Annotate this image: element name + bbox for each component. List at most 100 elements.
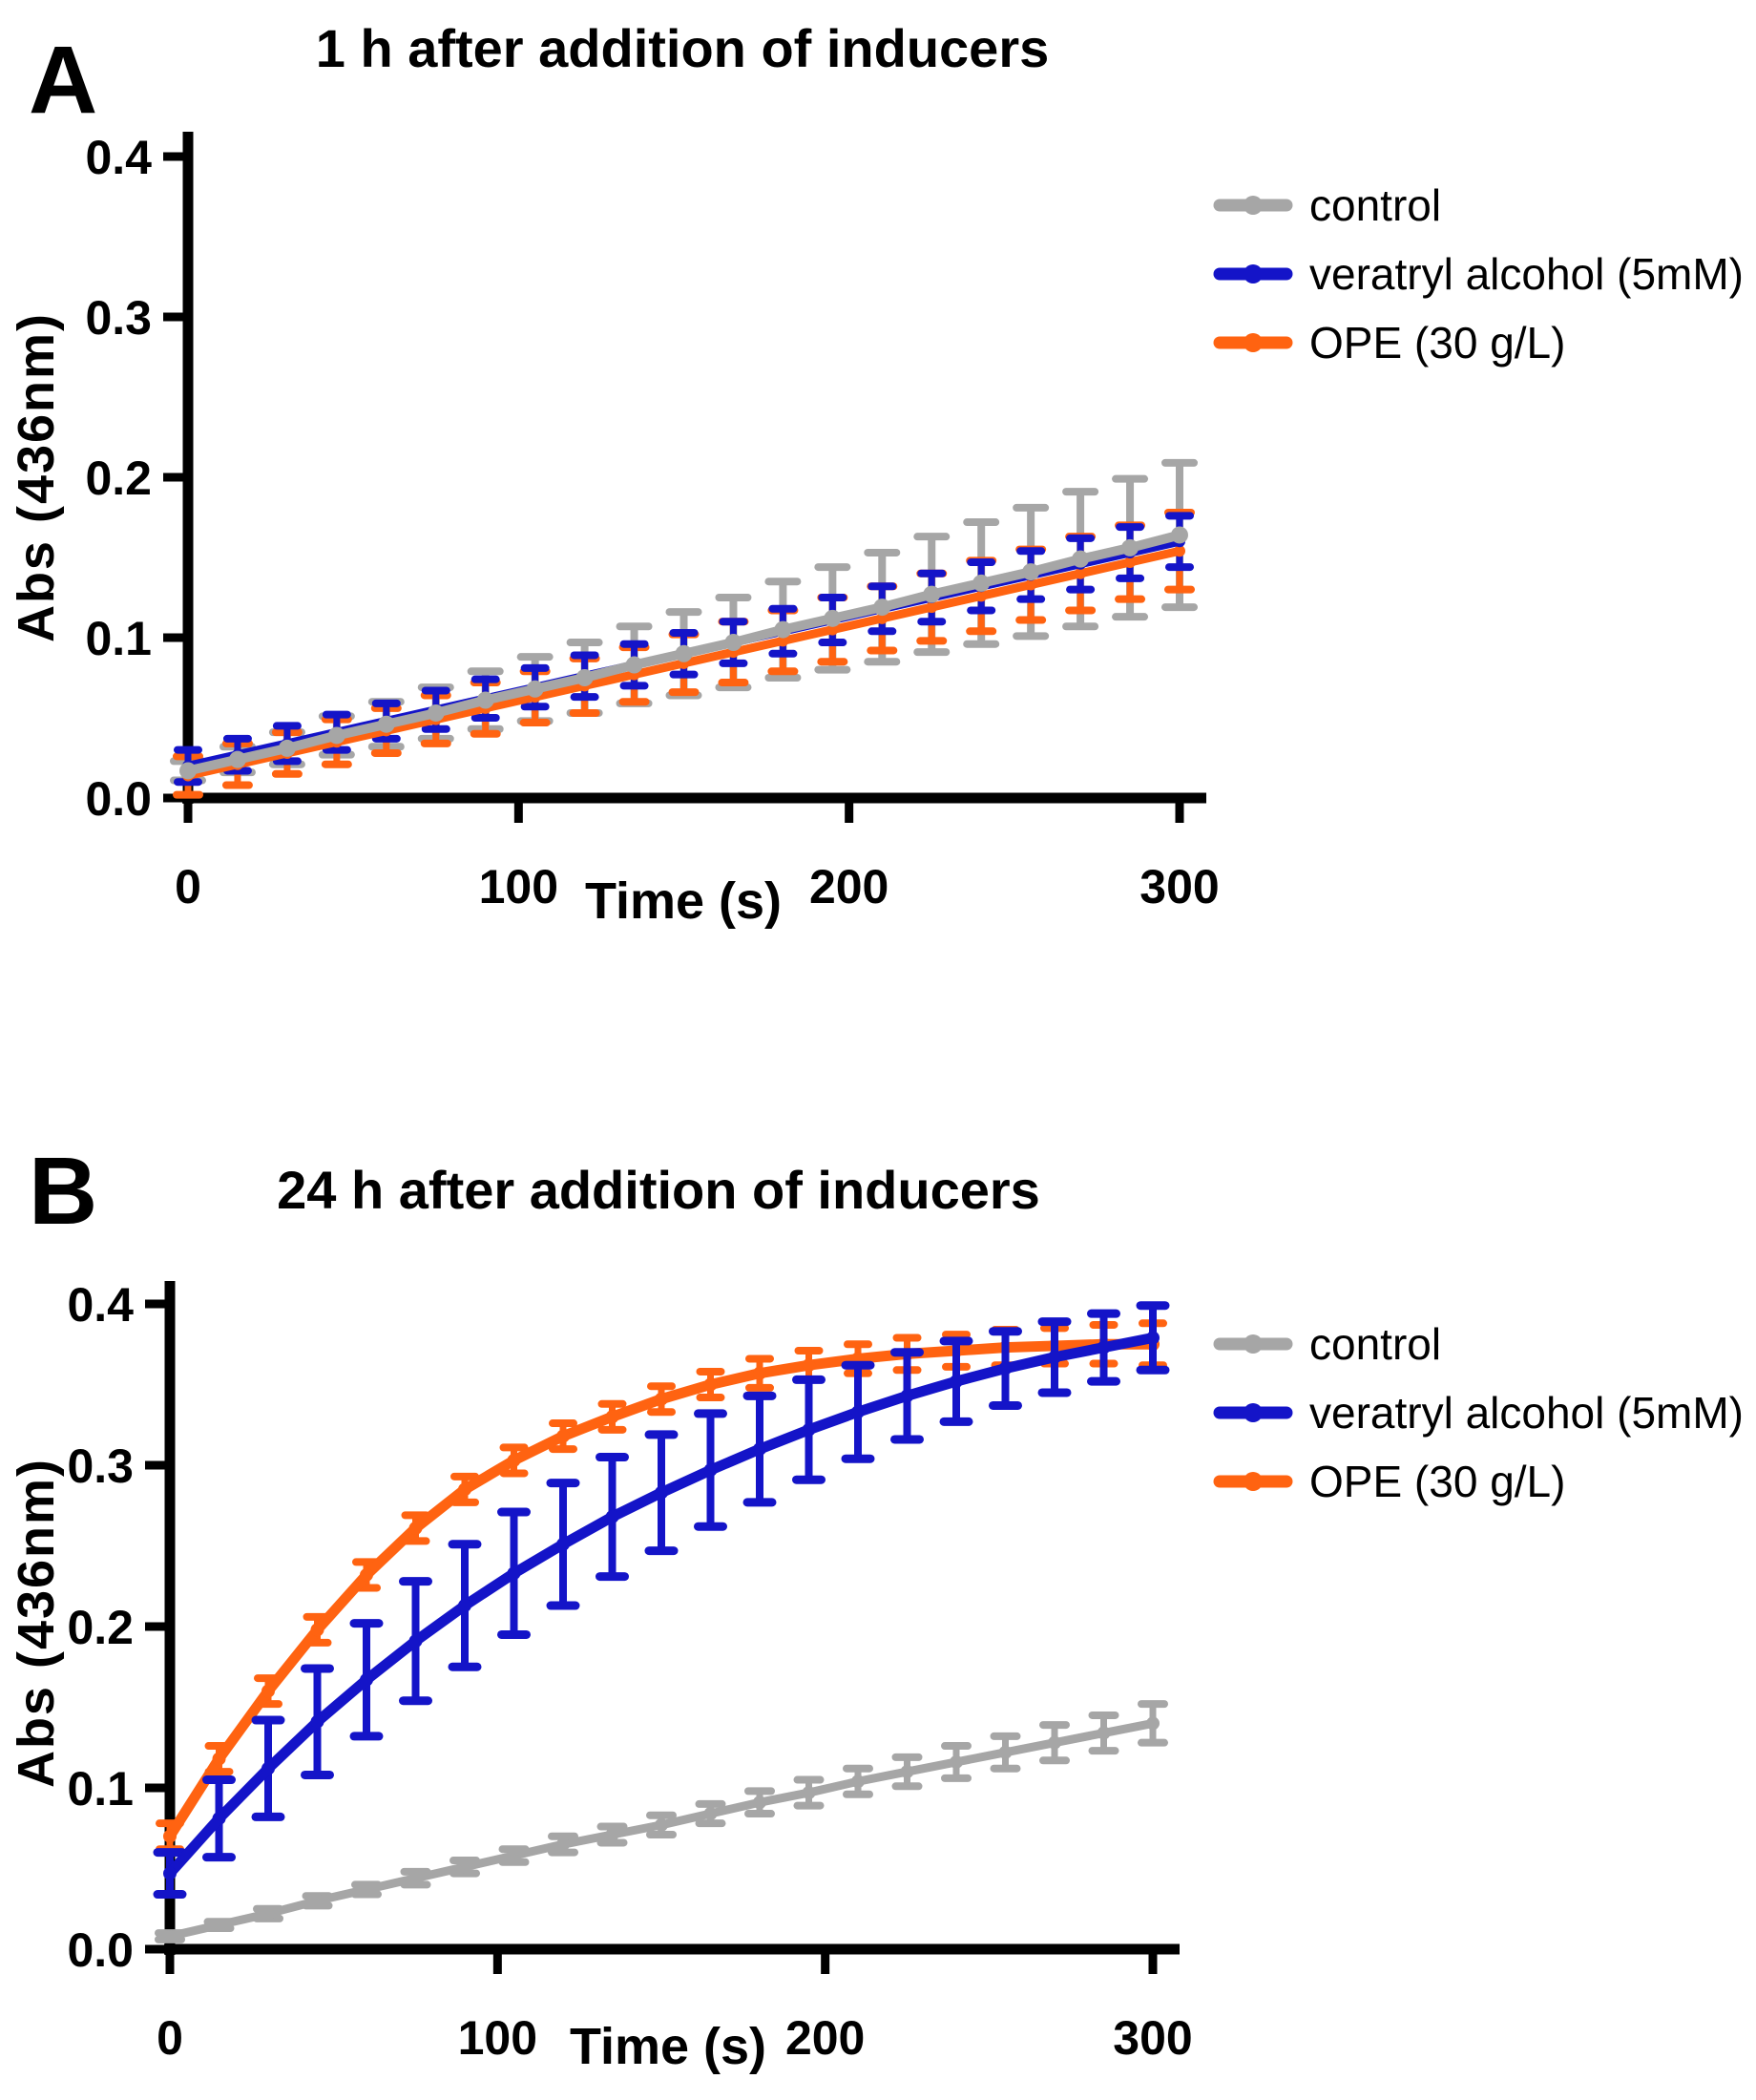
data-point-marker bbox=[507, 1566, 521, 1581]
data-point-marker bbox=[926, 601, 938, 614]
data-point-marker bbox=[802, 1422, 816, 1437]
data-point-marker bbox=[975, 590, 988, 602]
data-point-marker bbox=[556, 1838, 570, 1852]
data-point-marker bbox=[163, 1829, 177, 1843]
y-tick-label: 0.3 bbox=[85, 291, 152, 345]
x-tick-label: 200 bbox=[809, 860, 888, 914]
data-point-marker bbox=[625, 656, 643, 674]
data-point-marker bbox=[824, 609, 842, 627]
data-point-marker bbox=[950, 1375, 963, 1389]
data-point-marker bbox=[458, 1482, 471, 1497]
legend-label-veratryl: veratryl alcohol (5mM) bbox=[1309, 249, 1744, 299]
y-tick-label: 0.3 bbox=[67, 1439, 134, 1493]
legend-item-control: control bbox=[1213, 1319, 1441, 1369]
data-point-marker bbox=[998, 1361, 1013, 1376]
panel-b-legend: control veratryl alcohol (5mM) OPE (30 g… bbox=[1213, 1319, 1744, 1506]
legend-label-control: control bbox=[1309, 1319, 1441, 1369]
data-point-marker bbox=[900, 1765, 914, 1779]
data-point-marker bbox=[950, 1754, 963, 1769]
y-tick-label: 0.1 bbox=[85, 612, 152, 665]
data-point-marker bbox=[777, 635, 789, 647]
data-point-marker bbox=[703, 1377, 718, 1392]
legend-label-veratryl: veratryl alcohol (5mM) bbox=[1309, 1388, 1744, 1438]
data-point-marker bbox=[458, 1859, 471, 1874]
data-point-marker bbox=[575, 669, 594, 686]
x-tick-label: 0 bbox=[175, 860, 201, 914]
data-point-marker bbox=[1174, 545, 1185, 557]
data-point-marker bbox=[408, 1871, 423, 1885]
data-point-marker bbox=[261, 1684, 275, 1698]
legend-label-ope: OPE (30 g/L) bbox=[1309, 1457, 1565, 1506]
legend-item-veratryl: veratryl alcohol (5mM) bbox=[1213, 249, 1744, 299]
data-point-marker bbox=[1097, 1340, 1111, 1354]
data-point-marker bbox=[360, 1882, 373, 1897]
data-point-marker bbox=[1121, 538, 1139, 556]
data-point-marker bbox=[360, 1567, 373, 1582]
data-point-marker bbox=[851, 1774, 865, 1789]
x-tick-label: 0 bbox=[157, 2011, 183, 2065]
panel-b-x-axis-title: Time (s) bbox=[570, 2018, 766, 2075]
data-point-marker bbox=[556, 1537, 570, 1551]
data-point-marker bbox=[458, 1599, 471, 1613]
data-point-marker bbox=[278, 739, 296, 757]
data-point-marker bbox=[923, 585, 941, 603]
data-point-marker bbox=[675, 644, 693, 662]
data-point-marker bbox=[703, 1807, 718, 1821]
y-tick-label: 0.0 bbox=[85, 772, 152, 826]
data-point-marker bbox=[360, 1672, 373, 1687]
data-point-marker bbox=[507, 1848, 521, 1862]
data-point-marker bbox=[163, 1866, 177, 1880]
data-point-marker bbox=[526, 680, 544, 698]
panel-b: B 24 h after addition of inducers Abs (4… bbox=[8, 1138, 1744, 2075]
panel-a-x-axis-title: Time (s) bbox=[585, 872, 782, 930]
data-point-marker bbox=[212, 1752, 226, 1766]
data-point-marker bbox=[826, 623, 839, 636]
legend-label-ope: OPE (30 g/L) bbox=[1309, 318, 1565, 368]
data-point-marker bbox=[1072, 550, 1090, 568]
data-point-marker bbox=[556, 1429, 570, 1443]
data-point-marker bbox=[724, 634, 742, 652]
data-point-marker bbox=[327, 726, 345, 745]
data-point-marker bbox=[655, 1817, 668, 1832]
y-tick-label: 0.1 bbox=[67, 1762, 134, 1816]
data-point-marker bbox=[1075, 567, 1087, 579]
data-point-marker bbox=[163, 1929, 177, 1943]
control-marker-icon bbox=[1244, 1334, 1263, 1354]
data-point-marker bbox=[972, 574, 991, 592]
data-point-marker bbox=[1048, 1350, 1061, 1364]
data-point-marker bbox=[703, 1463, 718, 1478]
data-point-marker bbox=[408, 1634, 423, 1648]
panel-b-y-axis-title: Abs (436nm) bbox=[8, 1458, 65, 1788]
data-point-marker bbox=[1146, 1331, 1160, 1345]
data-point-marker bbox=[802, 1358, 816, 1373]
legend-item-ope: OPE (30 g/L) bbox=[1213, 318, 1565, 368]
data-point-marker bbox=[212, 1918, 226, 1932]
panel-a-letter: A bbox=[29, 27, 97, 134]
data-point-marker bbox=[605, 1410, 619, 1424]
x-tick-label: 100 bbox=[458, 2011, 537, 2065]
y-tick-label: 0.4 bbox=[85, 131, 152, 184]
y-tick-label: 0.0 bbox=[67, 1923, 134, 1977]
data-point-marker bbox=[377, 715, 395, 733]
data-point-marker bbox=[873, 598, 891, 617]
data-point-marker bbox=[427, 704, 445, 722]
panel-a-plot-area: 0.0 0.1 0.2 0.3 0.4 0 100 200 300 bbox=[85, 131, 1219, 914]
data-point-marker bbox=[179, 762, 197, 780]
ope-marker-icon bbox=[1244, 1472, 1263, 1491]
x-tick-label: 300 bbox=[1113, 2011, 1192, 2065]
data-point-marker bbox=[212, 1812, 226, 1826]
veratryl-marker-icon bbox=[1244, 264, 1263, 284]
data-point-marker bbox=[261, 1906, 275, 1921]
data-point-marker bbox=[655, 1392, 668, 1406]
data-point-marker bbox=[1048, 1735, 1061, 1750]
data-point-marker bbox=[802, 1786, 816, 1800]
series-line bbox=[164, 1332, 1159, 1880]
data-point-marker bbox=[876, 612, 888, 624]
legend-item-control: control bbox=[1213, 180, 1441, 230]
panel-a-title: 1 h after addition of inducers bbox=[316, 18, 1050, 78]
x-tick-label: 200 bbox=[785, 2011, 865, 2065]
x-tick-label: 100 bbox=[479, 860, 558, 914]
data-point-marker bbox=[261, 1761, 275, 1775]
panel-a-y-axis-title: Abs (436nm) bbox=[8, 312, 65, 642]
